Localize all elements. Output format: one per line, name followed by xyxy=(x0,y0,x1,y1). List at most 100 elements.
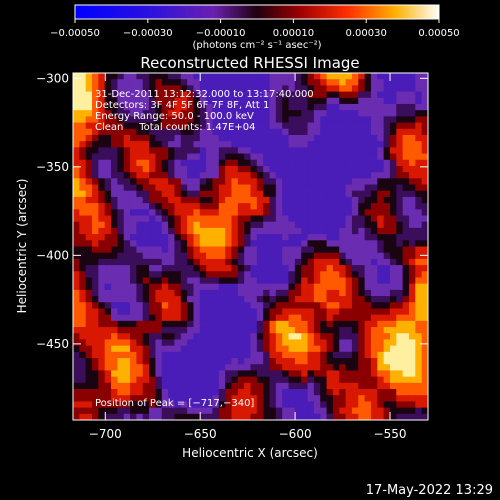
heatmap-cell xyxy=(256,413,264,420)
heatmap-cell xyxy=(389,203,397,210)
heatmap-cell xyxy=(142,265,150,272)
heatmap-cell xyxy=(231,382,239,390)
heatmap-cell xyxy=(212,103,220,111)
heatmap-cell xyxy=(383,159,391,167)
heatmap-cell xyxy=(408,246,416,254)
heatmap-cell xyxy=(358,289,366,297)
heatmap-cell xyxy=(161,376,169,384)
heatmap-cell xyxy=(364,413,372,420)
heatmap-cell xyxy=(206,333,213,340)
heatmap-cell xyxy=(212,178,220,185)
heatmap-cell xyxy=(326,327,334,334)
heatmap-cell xyxy=(130,345,137,353)
heatmap-cell xyxy=(180,302,188,309)
heatmap-cell xyxy=(370,302,378,309)
heatmap-cell xyxy=(130,358,137,365)
heatmap-cell xyxy=(218,91,226,99)
heatmap-cell xyxy=(256,221,264,229)
heatmap-cell xyxy=(370,203,378,210)
heatmap-cell xyxy=(123,110,131,117)
heatmap-cell xyxy=(130,265,137,272)
heatmap-cell xyxy=(237,351,245,359)
heatmap-cell xyxy=(73,240,80,247)
heatmap-cell xyxy=(206,345,213,353)
heatmap-cell xyxy=(383,196,391,204)
heatmap-cell xyxy=(351,91,359,99)
heatmap-cell xyxy=(288,395,296,402)
heatmap-cell xyxy=(250,122,258,130)
heatmap-cell xyxy=(275,103,283,111)
heatmap-cell xyxy=(218,134,226,142)
heatmap-cell xyxy=(345,209,353,216)
heatmap-cell xyxy=(389,333,397,340)
heatmap-cell xyxy=(231,172,239,179)
heatmap-cell xyxy=(351,122,359,130)
heatmap-cell xyxy=(301,110,308,117)
heatmap-cell xyxy=(269,221,277,229)
heatmap-cell xyxy=(326,97,334,105)
heatmap-cell xyxy=(231,116,239,123)
heatmap-cell xyxy=(237,277,245,285)
heatmap-cell xyxy=(123,240,131,247)
heatmap-cell xyxy=(104,246,112,254)
heatmap-cell xyxy=(415,333,423,340)
heatmap-cell xyxy=(345,165,353,173)
heatmap-cell xyxy=(136,258,144,266)
heatmap-cell xyxy=(193,234,201,241)
heatmap-cell xyxy=(79,73,87,80)
heatmap-cell xyxy=(402,314,410,322)
heatmap-cell xyxy=(282,296,289,303)
heatmap-cell xyxy=(275,153,283,161)
heatmap-cell xyxy=(225,227,232,235)
heatmap-cell xyxy=(104,128,112,136)
heatmap-cell xyxy=(187,327,194,334)
heatmap-cell xyxy=(130,252,137,260)
heatmap-cell xyxy=(187,339,194,347)
heatmap-cell xyxy=(408,116,416,123)
heatmap-cell xyxy=(244,141,251,148)
heatmap-cell xyxy=(155,91,163,99)
heatmap-cell xyxy=(396,159,404,167)
heatmap-cell xyxy=(263,221,270,229)
heatmap-cell xyxy=(136,234,144,241)
heatmap-cell xyxy=(345,389,353,396)
heatmap-cell xyxy=(212,221,220,229)
heatmap-cell xyxy=(212,227,220,235)
heatmap-cell xyxy=(187,333,194,340)
heatmap-cell xyxy=(199,73,207,80)
heatmap-cell xyxy=(104,190,112,198)
heatmap-cell xyxy=(142,85,150,92)
heatmap-cell xyxy=(117,172,125,179)
heatmap-cell xyxy=(263,122,270,130)
heatmap-cell xyxy=(206,79,213,86)
heatmap-cell xyxy=(98,91,106,99)
heatmap-cell xyxy=(345,413,353,420)
heatmap-cell xyxy=(149,153,156,161)
heatmap-cell xyxy=(73,91,80,99)
heatmap-cell xyxy=(408,240,416,247)
heatmap-cell xyxy=(326,389,334,396)
heatmap-cell xyxy=(307,159,315,167)
heatmap-cell xyxy=(332,209,340,216)
heatmap-cell xyxy=(180,327,188,334)
heatmap-cell xyxy=(345,79,353,86)
heatmap-cell xyxy=(332,141,340,148)
heatmap-cell xyxy=(408,203,416,210)
heatmap-cell xyxy=(136,227,144,235)
heatmap-cell xyxy=(237,314,245,322)
heatmap-cell xyxy=(415,190,423,198)
heatmap-cell xyxy=(313,289,321,297)
heatmap-cell xyxy=(389,395,397,402)
heatmap-cell xyxy=(421,246,428,254)
heatmap-cell xyxy=(98,221,106,229)
heatmap-cell xyxy=(244,401,251,409)
heatmap-cell xyxy=(161,165,169,173)
heatmap-cell xyxy=(180,277,188,285)
heatmap-cell xyxy=(187,364,194,371)
heatmap-cell xyxy=(421,110,428,117)
heatmap-cell xyxy=(301,252,308,260)
heatmap-cell xyxy=(168,196,175,204)
heatmap-cell xyxy=(307,413,315,420)
heatmap-cell xyxy=(332,351,340,359)
heatmap-cell xyxy=(269,252,277,260)
